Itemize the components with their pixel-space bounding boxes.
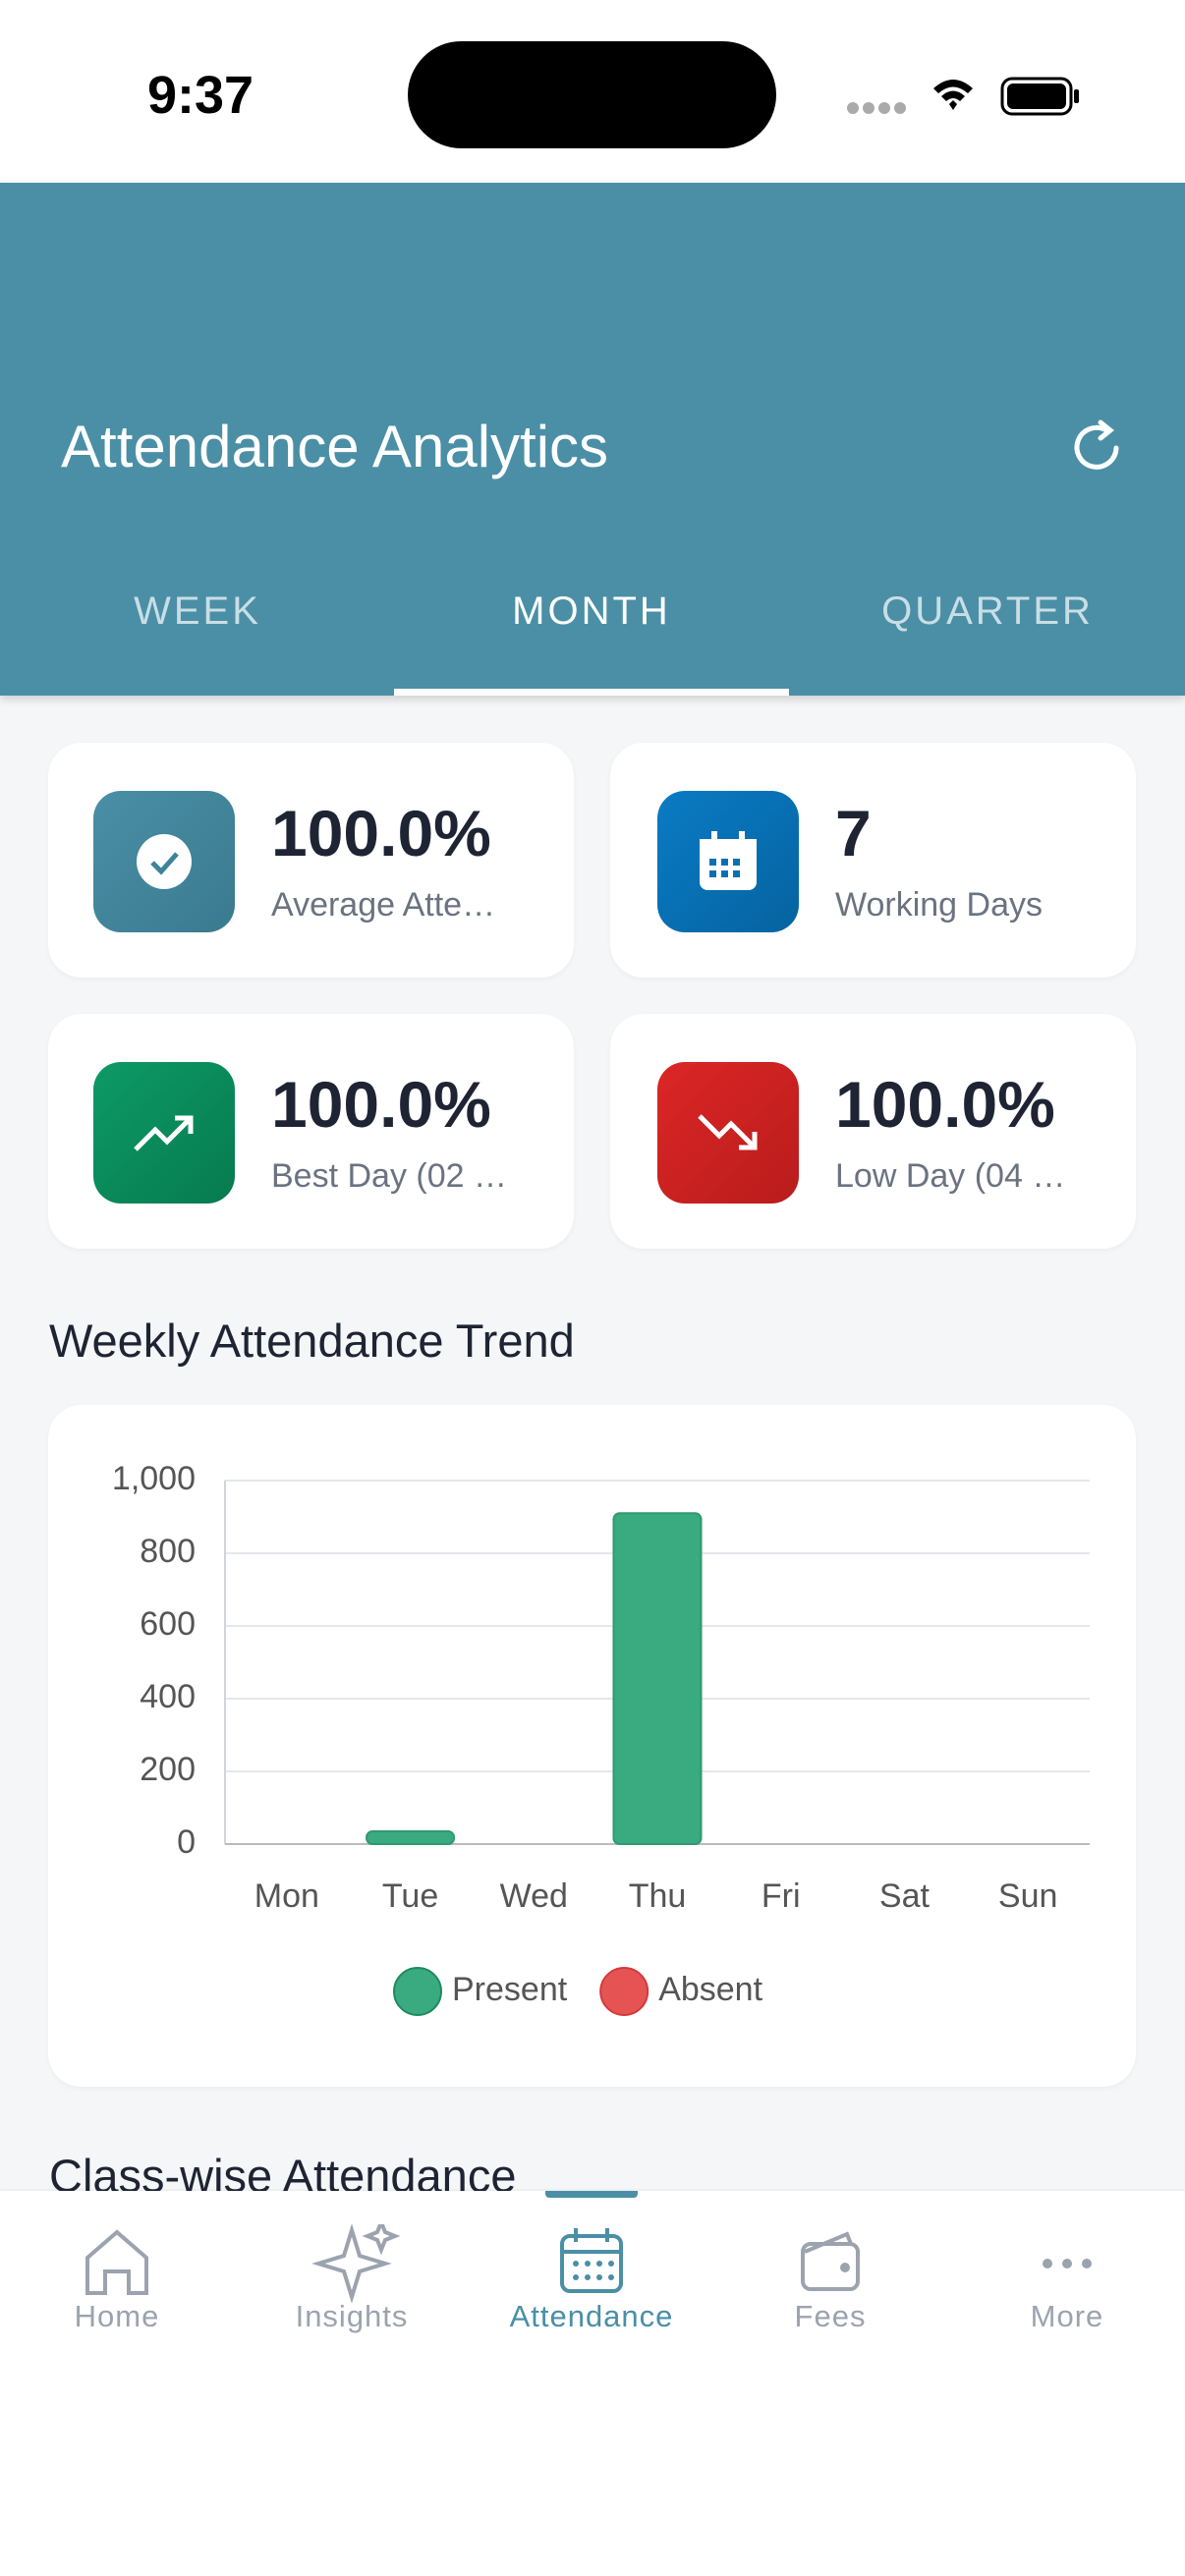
- nav-item-active[interactable]: Attendance: [509, 2299, 674, 2333]
- stat-card: 100.0% Best Day (02 …: [48, 1014, 574, 1249]
- status-icons: [847, 77, 1079, 116]
- stat-icon: [93, 791, 235, 932]
- header-title: Attendance Analytics: [61, 414, 609, 479]
- x-tick-label: Fri: [762, 1877, 801, 1915]
- bar: [612, 1512, 703, 1846]
- tab[interactable]: QUARTER: [881, 589, 1094, 633]
- nav-indicator: [545, 2191, 638, 2198]
- legend-swatch: [393, 1967, 442, 2016]
- x-tick-label: Sat: [879, 1877, 931, 1915]
- y-tick-label: 1,000: [112, 1460, 196, 1497]
- header: [0, 183, 1185, 696]
- x-tick-label: Tue: [382, 1877, 438, 1915]
- x-tick-label: Wed: [500, 1877, 568, 1915]
- bar: [366, 1830, 456, 1845]
- stat-icon: [657, 791, 799, 932]
- stat-value: 7: [835, 797, 872, 869]
- bottom-nav: Home Insights Attendance Fees More: [0, 2191, 1185, 2576]
- stat-card: 100.0% Low Day (04 …: [610, 1014, 1136, 1249]
- y-tick-label: 600: [140, 1605, 196, 1643]
- y-tick-label: 800: [140, 1533, 196, 1570]
- stat-value: 100.0%: [271, 797, 491, 869]
- status-bar: 9:37: [0, 0, 1185, 183]
- stat-label: Working Days: [835, 886, 1043, 924]
- x-tick-label: Sun: [998, 1877, 1058, 1915]
- nav-item[interactable]: Fees: [794, 2299, 867, 2333]
- chart-card: 0 200 400 600 800 1,000 Mon Tue Wed Thu Fri Sat Sun P…: [48, 1405, 1136, 2087]
- stat-card: 100.0% Average Atte…: [48, 743, 574, 978]
- stat-value: 100.0%: [835, 1068, 1055, 1141]
- legend-label: Present: [452, 1971, 568, 2008]
- stat-icon: [657, 1062, 799, 1204]
- tab[interactable]: WEEK: [134, 589, 261, 633]
- tab-indicator: [394, 689, 789, 696]
- section-title: Weekly Attendance Trend: [49, 1315, 575, 1367]
- nav-icons: [85, 2224, 1092, 2303]
- chart: 0 200 400 600 800 1,000 Mon Tue Wed Thu Fri Sat Sun P…: [112, 1460, 1090, 2016]
- time: 9:37: [147, 66, 254, 125]
- x-tick-label: Thu: [629, 1877, 687, 1915]
- y-tick-label: 400: [140, 1678, 196, 1715]
- stat-value: 100.0%: [271, 1068, 491, 1141]
- stat-label: Best Day (02 …: [271, 1157, 507, 1195]
- y-tick-label: 0: [177, 1823, 196, 1861]
- stat-icon: [93, 1062, 235, 1204]
- nav-item[interactable]: Home: [74, 2299, 160, 2333]
- stat-card: 7 Working Days: [610, 743, 1136, 978]
- x-tick-label: Mon: [254, 1877, 319, 1915]
- dynamic-island: [408, 41, 776, 148]
- stat-label: Average Atte…: [271, 886, 496, 924]
- legend-label: Absent: [658, 1971, 762, 2008]
- legend-swatch: [599, 1967, 649, 2016]
- nav-item[interactable]: More: [1030, 2299, 1104, 2333]
- refresh-button[interactable]: [1067, 418, 1128, 478]
- tab-active[interactable]: MONTH: [512, 589, 671, 633]
- nav-item[interactable]: Insights: [295, 2299, 409, 2333]
- y-tick-label: 200: [140, 1751, 196, 1788]
- stat-label: Low Day (04 …: [835, 1157, 1066, 1195]
